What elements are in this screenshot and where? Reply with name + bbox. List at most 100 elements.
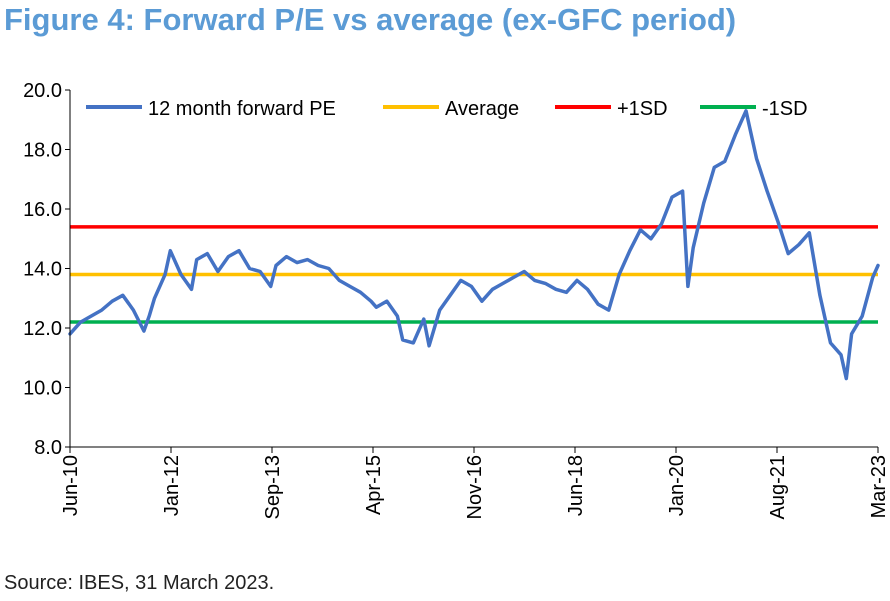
data-point: [523, 270, 525, 273]
data-point: [692, 247, 694, 249]
data-point: [687, 285, 689, 287]
data-point: [248, 267, 251, 270]
data-point: [597, 303, 599, 305]
y-tick-label: 10.0: [23, 378, 62, 400]
data-point: [470, 285, 472, 287]
data-point: [196, 258, 198, 261]
legend-label: -1SD: [762, 98, 808, 120]
data-point: [111, 300, 113, 302]
data-point: [877, 264, 879, 267]
data-point: [317, 264, 319, 267]
data-point: [439, 309, 441, 311]
data-point: [169, 250, 171, 252]
data-point: [217, 270, 219, 273]
data-point: [829, 342, 832, 344]
data-point: [808, 232, 810, 234]
data-point: [180, 273, 182, 276]
axes: [69, 90, 878, 448]
data-point: [349, 285, 351, 287]
data-point: [275, 264, 277, 267]
data-point: [386, 300, 388, 302]
data-point: [296, 261, 298, 264]
x-tick-label: Jan-20: [666, 455, 688, 516]
legend-label: Average: [445, 98, 519, 120]
data-point: [423, 318, 425, 320]
data-point: [819, 294, 821, 296]
data-point: [491, 288, 494, 290]
data-point: [132, 309, 134, 311]
data-point: [682, 190, 684, 192]
data-point: [777, 220, 779, 222]
data-point: [370, 300, 372, 302]
figure-title: Figure 4: Forward P/E vs average (ex-GFC…: [4, 2, 737, 37]
data-point: [428, 345, 430, 347]
data-point: [190, 288, 193, 290]
data-point: [565, 291, 568, 293]
data-point: [845, 377, 847, 380]
data-point: [412, 342, 414, 344]
x-tick-label: Jan-12: [161, 455, 183, 516]
data-point: [502, 282, 504, 284]
x-tick-label: Sep-13: [262, 455, 284, 520]
data-point: [122, 294, 124, 296]
series-line-12-month-forward-pe: [68, 109, 880, 381]
data-point: [787, 253, 789, 255]
data-point: [629, 250, 631, 252]
data-point: [270, 285, 272, 287]
data-point: [206, 253, 208, 255]
data-point: [713, 166, 715, 168]
x-tick-label: Mar-23: [868, 455, 890, 518]
data-point: [375, 306, 377, 308]
data-point: [449, 294, 451, 296]
data-point: [734, 134, 737, 136]
legend-label: 12 month forward PE: [148, 98, 336, 120]
source-note: Source: IBES, 31 March 2023.: [4, 572, 275, 594]
data-point: [238, 250, 240, 252]
data-point: [766, 190, 768, 192]
x-tick-label: Jun-18: [565, 455, 587, 516]
plot-lines: [68, 109, 880, 381]
data-point: [259, 270, 261, 273]
data-point: [101, 309, 103, 311]
data-point: [359, 291, 362, 293]
data-point: [143, 330, 145, 332]
y-tick-label: 20.0: [23, 80, 62, 102]
data-point: [618, 273, 620, 276]
x-ticks: Jun-10 Jan-12 Sep-13 Apr-15 Nov-16 Jun-18 Jan-…: [60, 447, 890, 520]
data-point: [153, 297, 156, 299]
data-point: [639, 229, 641, 231]
x-tick-label: Jun-10: [60, 455, 82, 516]
data-point: [307, 258, 309, 261]
data-point: [586, 288, 589, 290]
data-point: [79, 321, 82, 323]
data-point: [745, 110, 747, 112]
data-point: [148, 315, 150, 317]
data-point: [544, 282, 546, 284]
data-point: [576, 279, 578, 281]
data-point: [650, 238, 652, 240]
data-point: [555, 288, 557, 290]
data-point: [285, 256, 288, 258]
data-point: [798, 244, 800, 246]
data-point: [534, 279, 536, 281]
y-ticks: 8.0 10.0 12.0 14.0 16.0 18.0 20.0: [23, 80, 70, 459]
data-point: [513, 276, 515, 279]
data-point: [481, 300, 483, 302]
data-point: [338, 279, 340, 281]
data-point: [872, 276, 874, 279]
data-point: [396, 315, 399, 317]
data-point: [724, 160, 726, 162]
data-point: [671, 196, 673, 198]
y-tick-label: 18.0: [23, 140, 62, 162]
data-point: [90, 315, 92, 317]
legend-label: +1SD: [617, 98, 668, 120]
data-point: [850, 333, 853, 335]
data-point: [402, 339, 404, 341]
x-tick-label: Nov-16: [464, 455, 486, 519]
legend: 12 month forward PE Average +1SD -1SD: [86, 98, 808, 120]
data-point: [460, 279, 462, 281]
x-tick-label: Aug-21: [767, 455, 789, 520]
data-point: [755, 157, 758, 160]
data-point: [861, 315, 863, 317]
